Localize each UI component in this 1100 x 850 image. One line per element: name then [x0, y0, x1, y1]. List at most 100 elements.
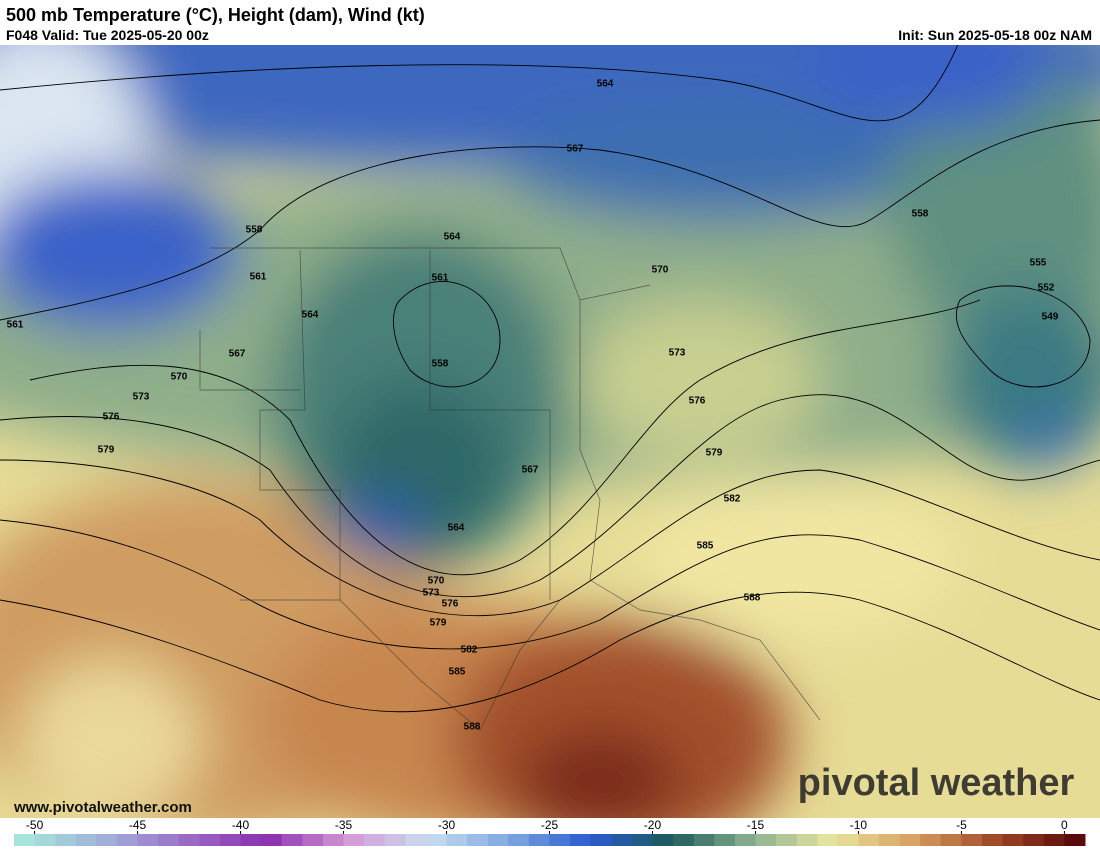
- colorbar: -50 -45 -40 -35 -30 -25 -20 -15 -10 -5 0: [14, 818, 1086, 846]
- contour-label: 558: [246, 225, 263, 236]
- colorbar-cell: [96, 834, 118, 846]
- colorbar-tick-label: -30: [438, 818, 456, 832]
- colorbar-cell: [343, 834, 365, 846]
- colorbar-cell: [755, 834, 777, 846]
- colorbar-cell: [776, 834, 798, 846]
- colorbar-cell: [55, 834, 77, 846]
- colorbar-cell: [405, 834, 427, 846]
- contour-label: 558: [432, 359, 449, 370]
- colorbar-cell: [116, 834, 139, 846]
- colorbar-cell: [508, 834, 530, 846]
- contour-label: 558: [912, 209, 929, 220]
- colorbar-cell: [467, 834, 489, 846]
- contour-label: 576: [103, 412, 120, 423]
- colorbar-cell: [178, 834, 200, 846]
- contour-label: 573: [423, 588, 440, 599]
- colorbar-cell: [1023, 834, 1045, 846]
- colorbar-cell: [425, 834, 448, 846]
- colorbar-cell: [570, 834, 592, 846]
- contour-label: 561: [250, 272, 267, 283]
- colorbar-cell: [982, 834, 1004, 846]
- watermark: pivotal weather: [798, 762, 1075, 804]
- colorbar-cell: [549, 834, 571, 846]
- colorbar-cell: [219, 834, 242, 846]
- colorbar-tick-label: -15: [747, 818, 765, 832]
- contour-label: 564: [448, 523, 465, 534]
- contour-label: 561: [432, 273, 449, 284]
- colorbar-cell: [961, 834, 983, 846]
- contour-label: 582: [461, 645, 478, 656]
- colorbar-tick-label: 0: [1061, 818, 1068, 832]
- colorbar-cell: [920, 834, 942, 846]
- contour-label: 561: [7, 320, 24, 331]
- height-contours: [0, 45, 1100, 713]
- contour-label: 570: [171, 372, 188, 383]
- colorbar-tick-label: -10: [850, 818, 868, 832]
- contour-label: 582: [724, 494, 741, 505]
- colorbar-cell: [796, 834, 818, 846]
- colorbar-tick-label: -5: [956, 818, 967, 832]
- colorbar-cell: [1043, 834, 1065, 846]
- colorbar-cell: [714, 834, 736, 846]
- colorbar-cell: [611, 834, 633, 846]
- colorbar-tick-label: -45: [129, 818, 147, 832]
- colorbar-cell: [281, 834, 303, 846]
- colorbar-cell: [240, 834, 262, 846]
- colorbar-tick-label: -20: [644, 818, 662, 832]
- contour-label: 567: [229, 349, 246, 360]
- contour-label: 576: [689, 396, 706, 407]
- colorbar-cell: [14, 834, 36, 846]
- borders: [199, 247, 821, 731]
- header: 500 mb Temperature (°C), Height (dam), W…: [0, 0, 1100, 45]
- colorbar-tick-label: -25: [541, 818, 559, 832]
- valid-time: F048 Valid: Tue 2025-05-20 00z: [6, 27, 209, 43]
- colorbar-cell: [631, 834, 653, 846]
- colorbar-cell: [652, 834, 674, 846]
- colorbar-cell: [137, 834, 159, 846]
- colorbar-cell: [364, 834, 386, 846]
- contour-label: 576: [442, 599, 459, 610]
- colorbar-cell: [817, 834, 839, 846]
- contour-label: 567: [567, 144, 584, 155]
- contour-label: 579: [706, 448, 723, 459]
- init-time: Init: Sun 2025-05-18 00z NAM: [898, 27, 1092, 43]
- colorbar-cell: [879, 834, 901, 846]
- website: www.pivotalweather.com: [13, 799, 192, 816]
- contour-label: 585: [697, 541, 714, 552]
- contour-label: 555: [1030, 258, 1047, 269]
- colorbar-cell: [734, 834, 756, 846]
- colorbar-cell: [590, 834, 612, 846]
- colorbar-cell: [940, 834, 962, 846]
- contour-label: 588: [464, 722, 481, 733]
- contour-label: 567: [522, 465, 539, 476]
- contour-label: 564: [597, 79, 614, 90]
- colorbar-cell: [322, 834, 345, 846]
- contour-label: 585: [449, 667, 466, 678]
- colorbar-cell: [199, 834, 221, 846]
- colorbar-cell: [34, 834, 56, 846]
- contour-label: 573: [133, 392, 150, 403]
- colorbar-tick-label: -35: [335, 818, 353, 832]
- colorbar-cell: [302, 834, 324, 846]
- colorbar-cell: [487, 834, 509, 846]
- colorbar-cell: [384, 834, 406, 846]
- colorbar-tick-label: -50: [26, 818, 44, 832]
- contour-label: 579: [98, 445, 115, 456]
- contour-label: 564: [302, 310, 319, 321]
- contour-label: 549: [1042, 312, 1059, 323]
- colorbar-cell: [1064, 834, 1086, 846]
- contour-label: 573: [669, 348, 686, 359]
- contour-label: 570: [428, 576, 445, 587]
- colorbar-cell: [693, 834, 715, 846]
- title: 500 mb Temperature (°C), Height (dam), W…: [6, 5, 425, 25]
- contour-label: 588: [744, 593, 761, 604]
- colorbar-cell: [75, 834, 97, 846]
- contour-label: 552: [1038, 283, 1055, 294]
- colorbar-cell: [899, 834, 921, 846]
- colorbar-tick-label: -40: [232, 818, 250, 832]
- contour-label: 570: [652, 265, 669, 276]
- colorbar-cell: [837, 834, 859, 846]
- contour-labels: 564 567 558 564 558 561 561 570 555 552 561 564 549 5…: [7, 79, 1059, 733]
